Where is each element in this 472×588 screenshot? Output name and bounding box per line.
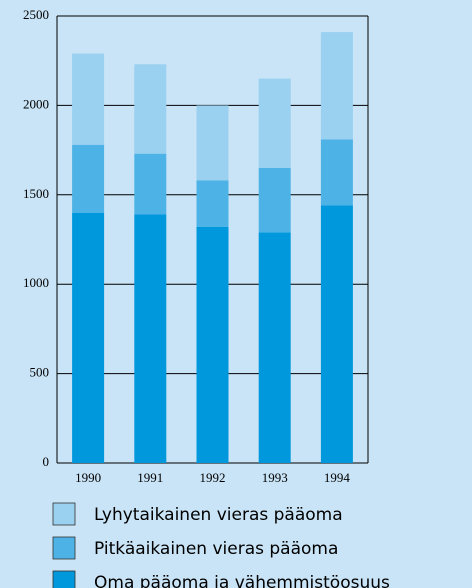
legend-label: Oma pääoma ja vähemmistöosuus xyxy=(94,573,390,588)
bar-segment xyxy=(72,212,105,463)
y-tick-label: 0 xyxy=(43,454,50,469)
y-tick-label: 2500 xyxy=(23,7,49,22)
bar-segment xyxy=(196,105,229,181)
bar-segment xyxy=(258,78,291,168)
bar-segment xyxy=(320,139,353,206)
x-tick-label: 1993 xyxy=(262,470,288,485)
legend-swatch xyxy=(52,502,76,526)
y-tick-label: 1000 xyxy=(23,275,49,290)
bar-segment xyxy=(258,167,291,233)
bar-segment xyxy=(196,180,229,227)
x-tick-label: 1992 xyxy=(200,470,226,485)
y-tick-label: 1500 xyxy=(23,186,49,201)
bar-segment xyxy=(320,205,353,463)
legend-swatch xyxy=(52,536,76,560)
bar-segment xyxy=(134,214,167,463)
bar-segment xyxy=(320,32,353,140)
bar-segment xyxy=(134,64,167,154)
bar-segment xyxy=(134,153,167,215)
bar-segment xyxy=(196,226,229,463)
bar-segment xyxy=(72,53,105,145)
x-tick-label: 1990 xyxy=(75,470,101,485)
legend-label: Lyhytaikainen vieras pääoma xyxy=(94,505,343,525)
bar-segment xyxy=(258,232,291,463)
x-tick-label: 1994 xyxy=(324,470,351,485)
x-tick-label: 1991 xyxy=(137,470,163,485)
legend-label: Pitkäaikainen vieras pääoma xyxy=(94,539,338,559)
y-tick-label: 2000 xyxy=(23,96,49,111)
bar-segment xyxy=(72,144,105,213)
y-tick-label: 500 xyxy=(30,365,50,380)
legend-swatch xyxy=(52,570,76,588)
